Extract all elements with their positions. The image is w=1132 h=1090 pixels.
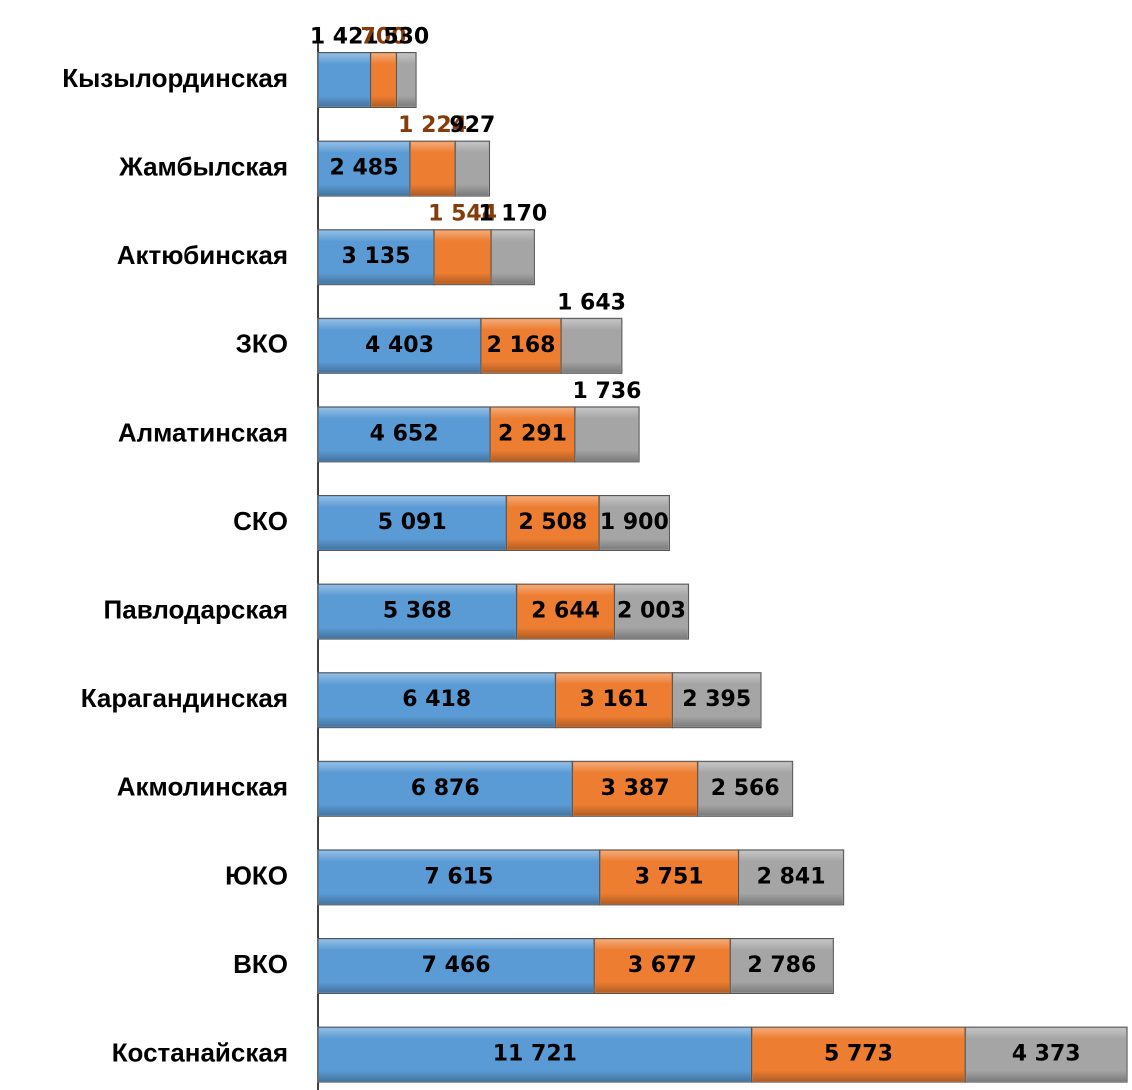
value-label: 3 161 xyxy=(579,687,648,712)
bar-bevel xyxy=(319,585,516,639)
value-label: 5 773 xyxy=(824,1042,893,1067)
value-label: 1 736 xyxy=(573,379,642,404)
value-label: 6 418 xyxy=(402,687,471,712)
bar-bevel xyxy=(319,496,506,550)
bar-bevel xyxy=(615,585,688,639)
value-label: 7 466 xyxy=(422,953,491,978)
value-label: 3 387 xyxy=(601,776,670,801)
bar-bevel xyxy=(600,850,738,904)
bar-bevel xyxy=(410,142,455,196)
category-label: СКО xyxy=(233,506,288,536)
category-label: Карагандинская xyxy=(81,683,288,713)
value-label: 2 508 xyxy=(518,510,587,535)
bar-bevel xyxy=(371,53,396,107)
category-label: ЗКО xyxy=(236,329,288,359)
bar-bevel xyxy=(319,762,572,816)
bar-bevel xyxy=(507,496,599,550)
bar-bevel xyxy=(481,319,561,373)
category-label: Павлодарская xyxy=(104,594,288,624)
bar-bevel xyxy=(319,319,480,373)
bar-bevel xyxy=(752,1028,965,1082)
bar-bevel xyxy=(575,407,639,461)
value-label: 4 373 xyxy=(1012,1042,1081,1067)
category-label: Актюбинская xyxy=(117,240,288,270)
value-label: 2 395 xyxy=(682,687,751,712)
value-label: 1 224 xyxy=(398,113,467,138)
bar-bevel xyxy=(319,939,594,993)
value-label: 2 003 xyxy=(617,599,686,624)
bar-bevel xyxy=(319,850,599,904)
bar-bevel xyxy=(319,407,490,461)
bar-bevel xyxy=(731,939,833,993)
value-label: 4 403 xyxy=(365,333,434,358)
bar-bevel xyxy=(595,939,730,993)
bar-bevel xyxy=(434,230,491,284)
bar-bevel xyxy=(517,585,614,639)
value-label: 11 721 xyxy=(493,1042,577,1067)
value-label: 5 091 xyxy=(378,510,447,535)
value-label: 530 xyxy=(383,25,429,50)
value-label: 1 643 xyxy=(557,290,626,315)
bar-bevel xyxy=(492,230,534,284)
value-label: 927 xyxy=(449,113,495,138)
value-label: 1 170 xyxy=(478,202,547,227)
value-label: 1 421 xyxy=(310,25,379,50)
value-label: 700 xyxy=(361,25,407,50)
category-label: ЮКО xyxy=(225,860,288,890)
bar-bevel xyxy=(319,673,555,727)
value-label: 3 135 xyxy=(342,244,411,269)
value-label: 2 291 xyxy=(498,421,567,446)
category-label: Акмолинская xyxy=(117,772,288,802)
bar-bevel xyxy=(319,230,433,284)
value-label: 5 368 xyxy=(383,599,452,624)
category-label: Жамбылская xyxy=(118,151,288,181)
bar-bevel xyxy=(562,319,621,373)
bar-bevel xyxy=(966,1028,1127,1082)
value-label: 3 751 xyxy=(635,864,704,889)
bar-bevel xyxy=(698,762,792,816)
value-label: 2 566 xyxy=(711,776,780,801)
bar-bevel xyxy=(319,142,409,196)
value-label: 2 841 xyxy=(757,864,826,889)
bar-bevel xyxy=(556,673,672,727)
category-label: ВКО xyxy=(233,949,288,979)
value-label: 2 786 xyxy=(747,953,816,978)
value-label: 1 900 xyxy=(600,510,669,535)
bar-bevel xyxy=(397,53,416,107)
value-label: 7 615 xyxy=(424,864,493,889)
value-label: 1 544 xyxy=(428,202,497,227)
category-label: Кызылординская xyxy=(62,63,288,93)
value-label: 3 677 xyxy=(628,953,697,978)
value-label: 2 644 xyxy=(531,599,600,624)
bar-bevel xyxy=(673,673,761,727)
bar-bevel xyxy=(600,496,669,550)
category-label: Алматинская xyxy=(118,417,288,447)
bar-bevel xyxy=(319,1028,751,1082)
value-label: 2 485 xyxy=(330,156,399,181)
value-label: 2 168 xyxy=(487,333,556,358)
bar-bevel xyxy=(739,850,843,904)
bar-bevel xyxy=(491,407,574,461)
value-label: 4 652 xyxy=(370,421,439,446)
value-label: 6 876 xyxy=(411,776,480,801)
bar-bevel xyxy=(319,53,370,107)
category-label: Костанайская xyxy=(112,1037,288,1067)
bar-bevel xyxy=(573,762,697,816)
bar-bevel xyxy=(456,142,489,196)
